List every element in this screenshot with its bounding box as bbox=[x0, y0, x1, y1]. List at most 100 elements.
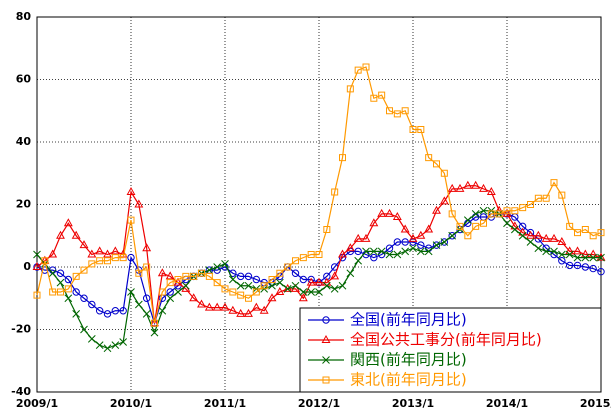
marker bbox=[416, 247, 425, 256]
marker bbox=[549, 233, 559, 242]
marker bbox=[166, 279, 174, 287]
marker bbox=[581, 253, 590, 262]
marker bbox=[150, 328, 159, 337]
marker bbox=[228, 275, 237, 284]
marker bbox=[276, 269, 284, 277]
marker bbox=[306, 277, 316, 286]
marker bbox=[205, 266, 214, 274]
marker bbox=[550, 179, 558, 187]
marker bbox=[448, 210, 456, 218]
marker bbox=[244, 308, 253, 317]
marker bbox=[119, 338, 128, 346]
marker bbox=[533, 230, 543, 239]
marker bbox=[292, 257, 299, 265]
y-tick-label: -20 bbox=[11, 323, 31, 336]
marker bbox=[565, 261, 574, 270]
marker bbox=[510, 225, 519, 234]
marker bbox=[558, 191, 566, 199]
marker bbox=[354, 256, 363, 265]
marker bbox=[72, 288, 80, 296]
marker bbox=[244, 281, 253, 290]
marker bbox=[322, 356, 330, 364]
marker bbox=[566, 222, 574, 230]
marker bbox=[119, 307, 127, 315]
marker bbox=[439, 196, 449, 205]
marker bbox=[479, 206, 488, 215]
y-tick-label: 20 bbox=[16, 198, 32, 211]
marker bbox=[463, 180, 473, 189]
marker bbox=[174, 288, 182, 296]
marker bbox=[166, 294, 175, 303]
y-tick-label: 80 bbox=[16, 10, 32, 23]
marker bbox=[87, 249, 97, 258]
marker bbox=[299, 254, 307, 262]
marker bbox=[299, 275, 308, 284]
marker bbox=[127, 216, 135, 224]
marker bbox=[283, 285, 292, 293]
marker bbox=[135, 269, 143, 277]
marker bbox=[56, 230, 65, 239]
marker bbox=[229, 288, 237, 296]
marker bbox=[127, 253, 135, 262]
marker bbox=[315, 288, 323, 296]
marker bbox=[48, 249, 58, 258]
marker bbox=[432, 241, 441, 249]
marker bbox=[330, 271, 340, 280]
marker bbox=[236, 281, 245, 290]
marker bbox=[518, 231, 527, 240]
marker bbox=[126, 186, 136, 195]
marker bbox=[345, 243, 355, 252]
marker bbox=[103, 344, 112, 353]
marker bbox=[56, 278, 65, 287]
marker bbox=[519, 204, 527, 212]
marker bbox=[480, 219, 487, 227]
marker bbox=[284, 263, 292, 271]
marker bbox=[127, 288, 135, 296]
marker bbox=[204, 302, 214, 311]
marker bbox=[212, 302, 222, 311]
marker bbox=[198, 269, 205, 277]
marker bbox=[104, 257, 111, 265]
marker bbox=[425, 154, 433, 162]
marker bbox=[573, 261, 582, 270]
marker bbox=[72, 310, 81, 318]
marker bbox=[322, 281, 331, 290]
marker bbox=[275, 278, 284, 287]
marker bbox=[142, 310, 151, 318]
marker bbox=[386, 107, 393, 115]
marker bbox=[95, 246, 105, 255]
marker bbox=[557, 236, 567, 245]
marker bbox=[111, 307, 120, 315]
marker bbox=[541, 233, 551, 242]
marker bbox=[252, 288, 260, 296]
marker bbox=[213, 279, 221, 287]
marker bbox=[370, 253, 378, 262]
marker bbox=[487, 210, 495, 218]
marker bbox=[158, 288, 166, 296]
marker bbox=[142, 243, 152, 252]
marker bbox=[80, 325, 88, 334]
marker bbox=[221, 285, 229, 293]
marker bbox=[236, 308, 246, 317]
marker bbox=[275, 286, 285, 295]
marker bbox=[251, 302, 261, 311]
marker bbox=[41, 257, 49, 265]
marker bbox=[574, 229, 581, 237]
marker bbox=[103, 310, 112, 318]
legend-label: 全国(前年同月比) bbox=[350, 311, 467, 329]
marker bbox=[338, 281, 347, 290]
marker bbox=[362, 247, 370, 256]
marker bbox=[354, 66, 362, 74]
marker bbox=[322, 316, 330, 324]
legend-box bbox=[299, 307, 602, 393]
marker bbox=[464, 232, 472, 240]
marker bbox=[424, 224, 434, 233]
marker bbox=[378, 91, 386, 99]
x-tick-label: 2013/1 bbox=[392, 397, 434, 410]
marker bbox=[370, 94, 378, 102]
marker bbox=[393, 250, 402, 259]
marker bbox=[486, 186, 496, 195]
marker bbox=[330, 285, 339, 293]
marker bbox=[299, 288, 308, 296]
